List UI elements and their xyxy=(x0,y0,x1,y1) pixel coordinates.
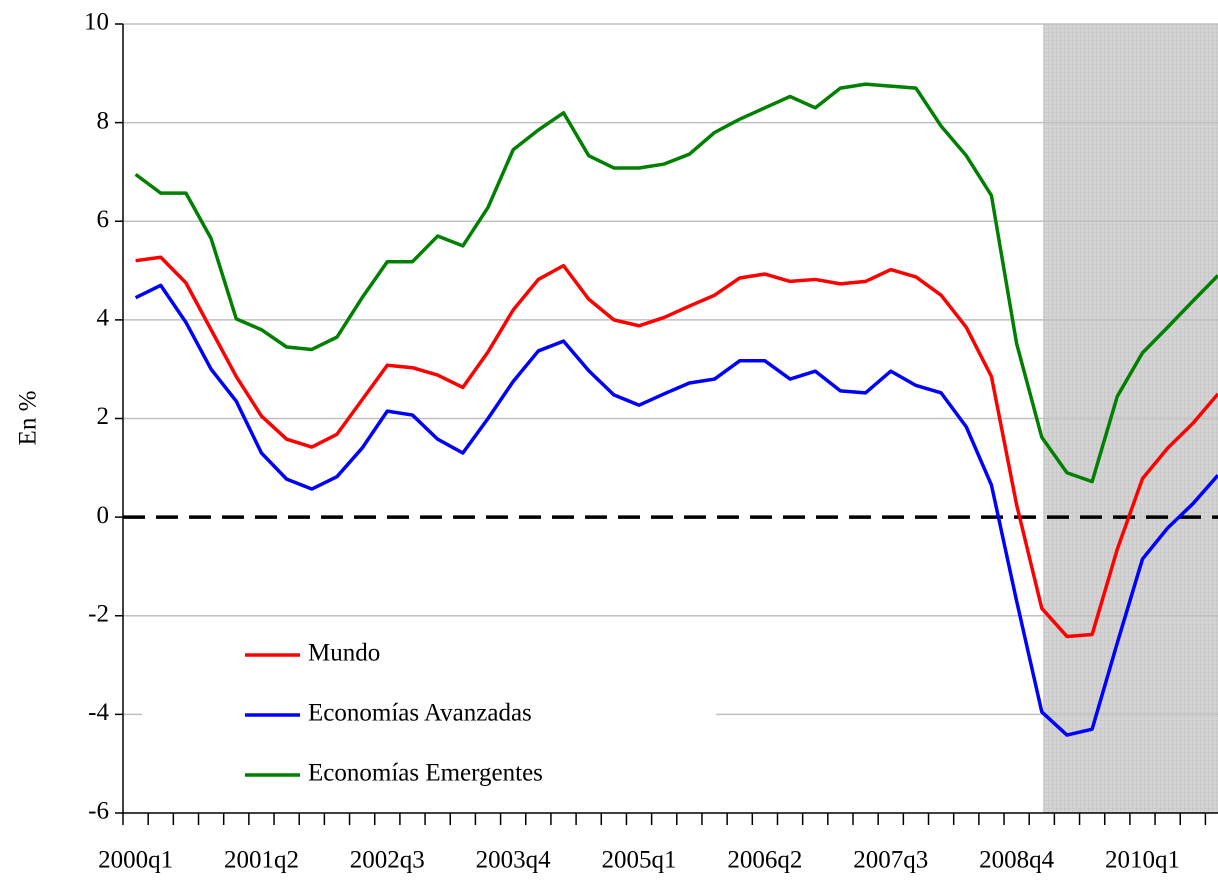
y-tick-label: 8 xyxy=(97,107,110,134)
x-tick-label: 2008q4 xyxy=(979,847,1055,874)
y-tick-label: 0 xyxy=(97,502,110,529)
axes: -6 -4 -2 0 2 4 6 8 10 2000q1 2001q2 2002q3 2003q4 200… xyxy=(84,9,1218,874)
y-tick-label: -6 xyxy=(88,798,109,825)
x-tick-label: 2006q2 xyxy=(727,847,802,874)
y-tick-label: -2 xyxy=(88,600,109,627)
y-tick-label: 2 xyxy=(97,403,110,430)
legend-label: Economías Avanzadas xyxy=(308,700,532,727)
x-tick-label: 2010q1 xyxy=(1105,847,1180,874)
x-tick-label: 2007q3 xyxy=(853,847,928,874)
y-tick-label: 10 xyxy=(84,9,109,36)
series-line xyxy=(134,82,1218,484)
x-tick-label: 2000q1 xyxy=(98,847,173,874)
series-line xyxy=(134,283,1218,737)
plot-lines xyxy=(134,82,1218,737)
y-axis-label: En % xyxy=(15,391,42,446)
legend-label: Mundo xyxy=(308,640,380,667)
legend-label: Economías Emergentes xyxy=(308,760,543,787)
x-tick-label: 2005q1 xyxy=(602,847,677,874)
x-tick-label: 2003q4 xyxy=(476,847,552,874)
y-tick-label: -4 xyxy=(88,699,109,726)
x-tick-label: 2001q2 xyxy=(224,847,299,874)
y-tick-label: 6 xyxy=(97,206,110,233)
series-line xyxy=(135,255,1218,639)
x-tick-label: 2002q3 xyxy=(350,847,425,874)
legend: Mundo Economías Avanzadas Economías Emerge… xyxy=(142,625,716,803)
y-tick-label: 4 xyxy=(97,305,110,332)
legend-box xyxy=(142,625,716,803)
